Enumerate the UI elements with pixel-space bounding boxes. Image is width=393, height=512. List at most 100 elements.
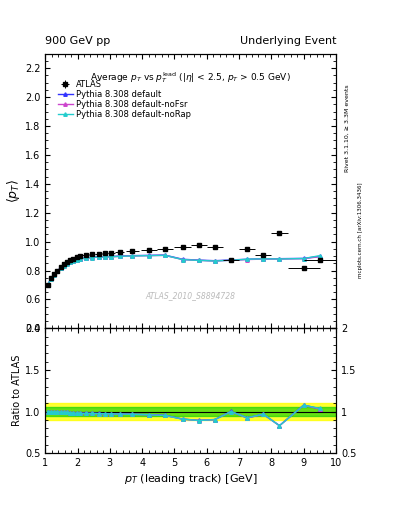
Pythia 8.308 default-noRap [245, 256, 250, 262]
Pythia 8.308 default-noFsr [162, 252, 167, 259]
Pythia 8.308 default-noRap [301, 255, 306, 262]
Pythia 8.308 default-noRap [196, 258, 201, 264]
Pythia 8.308 default-noRap [277, 256, 282, 262]
Pythia 8.308 default-noRap [55, 268, 60, 274]
Pythia 8.308 default [261, 255, 266, 262]
Pythia 8.308 default-noRap [52, 272, 57, 278]
Pythia 8.308 default-noFsr [103, 254, 107, 260]
Text: mcplots.cern.ch [arXiv:1306.3436]: mcplots.cern.ch [arXiv:1306.3436] [358, 183, 363, 278]
Text: Underlying Event: Underlying Event [239, 36, 336, 46]
Pythia 8.308 default-noFsr [74, 257, 79, 263]
Pythia 8.308 default [213, 258, 217, 264]
Pythia 8.308 default [61, 262, 66, 268]
Pythia 8.308 default-noFsr [130, 253, 135, 259]
Pythia 8.308 default-noRap [213, 258, 217, 264]
Pythia 8.308 default-noFsr [58, 265, 63, 271]
Pythia 8.308 default [55, 268, 60, 274]
Legend: ATLAS, Pythia 8.308 default, Pythia 8.308 default-noFsr, Pythia 8.308 default-no: ATLAS, Pythia 8.308 default, Pythia 8.30… [55, 77, 193, 122]
Text: 900 GeV pp: 900 GeV pp [45, 36, 110, 46]
Pythia 8.308 default-noRap [45, 282, 50, 288]
X-axis label: $p_T$ (leading track) [GeV]: $p_T$ (leading track) [GeV] [124, 472, 257, 486]
Pythia 8.308 default-noRap [318, 252, 322, 259]
Pythia 8.308 default [130, 252, 135, 259]
Pythia 8.308 default-noFsr [180, 257, 185, 263]
Pythia 8.308 default-noFsr [96, 254, 101, 260]
Pythia 8.308 default-noFsr [245, 257, 250, 263]
Pythia 8.308 default-noFsr [61, 263, 66, 269]
Pythia 8.308 default-noRap [130, 253, 135, 259]
Pythia 8.308 default [301, 255, 306, 262]
Pythia 8.308 default [52, 271, 57, 278]
Pythia 8.308 default [96, 254, 101, 260]
Pythia 8.308 default-noFsr [213, 258, 217, 264]
Line: Pythia 8.308 default-noFsr: Pythia 8.308 default-noFsr [46, 253, 321, 287]
Pythia 8.308 default [90, 254, 94, 260]
Pythia 8.308 default-noRap [117, 253, 122, 260]
Pythia 8.308 default-noRap [261, 255, 266, 262]
Pythia 8.308 default [146, 252, 151, 259]
Pythia 8.308 default-noRap [64, 261, 70, 267]
Pythia 8.308 default [74, 257, 79, 263]
Pythia 8.308 default [245, 256, 250, 262]
Pythia 8.308 default-noRap [71, 258, 76, 264]
Pythia 8.308 default-noFsr [301, 255, 306, 262]
Pythia 8.308 default-noFsr [45, 282, 50, 288]
Pythia 8.308 default-noFsr [261, 256, 266, 262]
Pythia 8.308 default-noRap [229, 257, 233, 263]
Pythia 8.308 default-noFsr [277, 256, 282, 262]
Pythia 8.308 default-noFsr [68, 259, 73, 265]
Pythia 8.308 default [277, 255, 282, 262]
Pythia 8.308 default-noFsr [77, 256, 82, 262]
Pythia 8.308 default-noRap [48, 275, 53, 282]
Pythia 8.308 default-noRap [61, 263, 66, 269]
Pythia 8.308 default-noRap [146, 252, 151, 259]
Line: Pythia 8.308 default: Pythia 8.308 default [46, 253, 321, 287]
Pythia 8.308 default [117, 253, 122, 259]
Y-axis label: Ratio to ATLAS: Ratio to ATLAS [12, 355, 22, 426]
Bar [45, 408, 336, 416]
Pythia 8.308 default [103, 253, 107, 260]
Pythia 8.308 default-noRap [68, 259, 73, 265]
Pythia 8.308 default-noFsr [83, 255, 88, 261]
Pythia 8.308 default-noFsr [109, 254, 114, 260]
Pythia 8.308 default [318, 253, 322, 260]
Pythia 8.308 default [64, 260, 70, 266]
Text: Rivet 3.1.10, ≥ 3.3M events: Rivet 3.1.10, ≥ 3.3M events [345, 84, 350, 172]
Bar [45, 403, 336, 420]
Pythia 8.308 default-noRap [77, 256, 82, 262]
Pythia 8.308 default-noFsr [64, 261, 70, 267]
Pythia 8.308 default [77, 255, 82, 262]
Pythia 8.308 default [71, 258, 76, 264]
Pythia 8.308 default-noFsr [52, 272, 57, 278]
Pythia 8.308 default [83, 255, 88, 261]
Pythia 8.308 default [196, 257, 201, 263]
Text: ATLAS_2010_S8894728: ATLAS_2010_S8894728 [145, 291, 236, 300]
Pythia 8.308 default-noRap [58, 265, 63, 271]
Pythia 8.308 default-noRap [83, 255, 88, 261]
Pythia 8.308 default [68, 259, 73, 265]
Pythia 8.308 default-noRap [109, 254, 114, 260]
Pythia 8.308 default-noFsr [229, 257, 233, 263]
Pythia 8.308 default [109, 253, 114, 260]
Pythia 8.308 default-noRap [96, 254, 101, 260]
Pythia 8.308 default [58, 265, 63, 271]
Pythia 8.308 default-noRap [103, 254, 107, 260]
Pythia 8.308 default-noFsr [117, 253, 122, 260]
Pythia 8.308 default [229, 257, 233, 263]
Pythia 8.308 default-noRap [90, 254, 94, 261]
Pythia 8.308 default-noRap [74, 257, 79, 263]
Pythia 8.308 default-noFsr [55, 268, 60, 274]
Pythia 8.308 default [45, 282, 50, 288]
Pythia 8.308 default-noFsr [318, 253, 322, 260]
Pythia 8.308 default-noRap [180, 257, 185, 263]
Pythia 8.308 default [162, 252, 167, 258]
Line: Pythia 8.308 default-noRap: Pythia 8.308 default-noRap [46, 253, 321, 287]
Y-axis label: $\langle p_T \rangle$: $\langle p_T \rangle$ [5, 179, 22, 203]
Pythia 8.308 default-noFsr [146, 252, 151, 259]
Pythia 8.308 default [48, 275, 53, 282]
Text: Average $p_T$ vs $p_T^{\rm lead}$ ($|\eta|$ < 2.5, $p_T$ > 0.5 GeV): Average $p_T$ vs $p_T^{\rm lead}$ ($|\et… [90, 70, 291, 85]
Pythia 8.308 default-noFsr [90, 254, 94, 261]
Pythia 8.308 default-noFsr [71, 258, 76, 264]
Pythia 8.308 default-noFsr [196, 258, 201, 264]
Pythia 8.308 default-noFsr [48, 275, 53, 282]
